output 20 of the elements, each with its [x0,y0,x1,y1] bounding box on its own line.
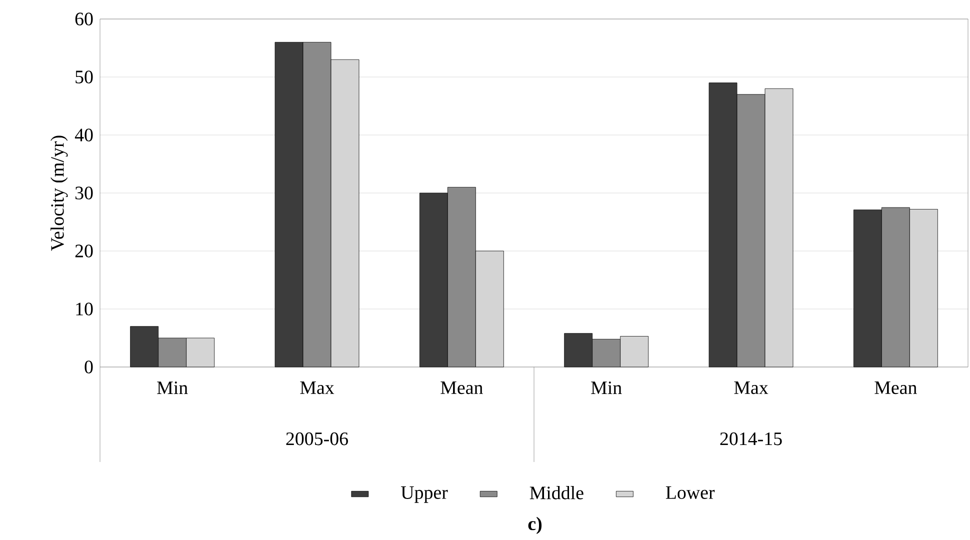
x-tick-label: Min [591,382,622,394]
legend-label: Lower [666,486,715,499]
y-tick-label: 40 [74,128,93,142]
y-axis-title: Velocity (m/yr) [50,136,68,251]
y-tick-label: 50 [76,70,93,84]
x-tick-label: Max [300,382,334,394]
x-tick-label: Min [157,382,188,394]
legend-label: Upper [401,486,448,503]
y-tick-label: 0 [84,360,93,374]
y-tick-label: 30 [75,186,93,200]
x-tick-label: Mean [874,382,917,394]
text: c) [528,516,542,534]
x-tick-label: Mean [440,382,483,394]
y-tick-label: 60 [75,12,93,26]
y-tick-label: 10 [76,302,93,316]
x-tick-label: Max [734,382,768,394]
text: 2014-15 [720,432,782,446]
text: 2005-06 [286,432,348,446]
legend-label: Middle [530,486,584,500]
y-tick-label: 20 [75,244,93,258]
